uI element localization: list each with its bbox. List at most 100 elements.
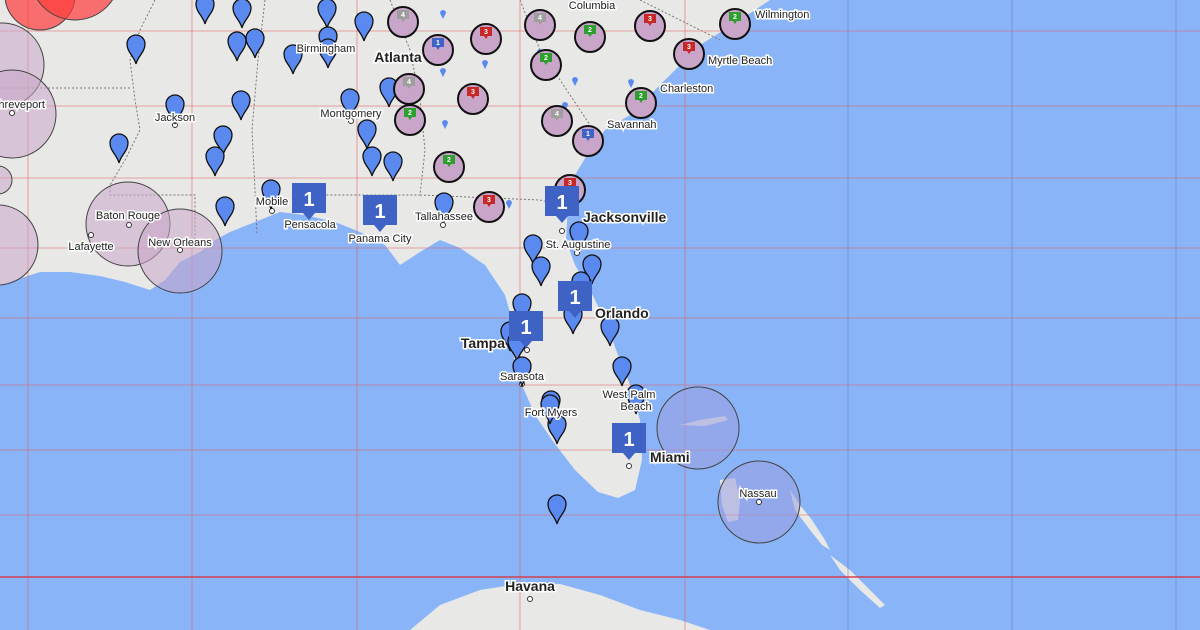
small-pin-icon[interactable] [482,60,488,69]
cluster-count: 3 [648,16,652,23]
cluster-marker[interactable]: 3 [634,10,666,42]
map-pin-icon[interactable] [523,234,543,265]
city-label: West Palm [603,389,656,401]
cluster-marker[interactable]: 3 [470,23,502,55]
cluster-marker[interactable]: 2 [574,21,606,53]
cluster-marker[interactable]: 1 [572,125,604,157]
map-pin-icon[interactable] [245,28,265,59]
small-pin-icon[interactable] [628,79,634,88]
cluster-count: 2 [408,110,412,117]
square-marker-shape [545,186,579,223]
map-pin-icon[interactable] [512,356,532,387]
cluster-flag-icon [582,129,594,141]
cluster-count: 1 [436,40,440,47]
city-label: Charleston [660,83,713,95]
cluster-count: 3 [487,197,491,204]
map-pin-icon[interactable] [626,384,646,415]
mainland [0,0,770,498]
city-label: Beach [620,401,651,413]
radius-circle[interactable] [0,165,13,195]
map-pin-icon[interactable] [283,44,303,75]
map-pin-icon[interactable] [227,31,247,62]
map-pin-icon[interactable] [600,316,620,347]
city-label: Havana [505,578,555,594]
small-pin-icon[interactable] [572,77,578,86]
cluster-marker[interactable]: 2 [433,151,465,183]
cluster-flag-icon [683,42,695,54]
map-pin-icon[interactable] [126,34,146,65]
cluster-marker[interactable]: 3 [673,38,705,70]
map-pin-icon[interactable] [232,0,252,29]
map-pin-icon[interactable] [612,356,632,387]
small-pin-icon[interactable] [562,102,568,111]
city-labels: Atlanta Birmingham Columbia Wilmington Myrtl… [0,0,811,596]
cluster-flag-icon [483,195,495,207]
bahamas-exuma [830,555,885,608]
map-pin-icon[interactable] [215,196,235,227]
radius-circle[interactable] [0,204,39,286]
map-pin-icon[interactable] [354,11,374,42]
radius-circle[interactable] [0,69,57,159]
map-pin-icon[interactable] [205,146,225,177]
cluster-marker[interactable]: 4 [393,73,425,105]
city-label: Jackson [155,112,195,124]
cluster-count: 4 [407,79,411,86]
cluster-flag-icon [432,38,444,50]
map-pin-icon[interactable] [231,90,251,121]
city-dot [527,596,533,602]
map-pin-icon[interactable] [531,256,551,287]
city-label: Columbia [569,0,616,12]
city-label: Shreveport [0,99,45,111]
cluster-marker[interactable]: 4 [387,6,419,38]
square-count-marker[interactable]: 1 [558,281,592,318]
map-pin-icon[interactable] [569,221,589,252]
map-pin-icon[interactable] [317,0,337,29]
cluster-flag-icon [540,53,552,65]
map-pin-icon[interactable] [582,254,602,285]
cluster-marker[interactable]: 3 [457,83,489,115]
map-pin-icon[interactable] [383,151,403,182]
square-count-marker[interactable]: 1 [545,186,579,223]
cluster-marker[interactable]: 3 [473,191,505,223]
cluster-marker[interactable]: 1 [422,34,454,66]
radius-circle[interactable] [30,0,120,21]
map-pin-icon[interactable] [547,414,567,445]
map-pin-icon[interactable] [109,133,129,164]
cluster-marker[interactable]: 4 [541,105,573,137]
map-pin-icon[interactable] [357,119,377,150]
cluster-count: 4 [401,12,405,19]
cluster-marker[interactable]: 2 [625,87,657,119]
square-count-marker[interactable]: 1 [363,195,397,232]
map-pin-icon[interactable] [362,146,382,177]
square-count-marker[interactable]: 1 [509,311,543,348]
cluster-marker[interactable]: 2 [719,8,751,40]
city-label: Tampa [461,335,505,351]
city-label: Jacksonville [583,209,666,225]
map-pin-icon[interactable] [340,88,360,119]
square-marker-count: 1 [556,192,567,214]
city-dot [348,118,354,124]
map-pin-icon[interactable] [195,0,215,25]
cluster-marker[interactable]: 2 [530,49,562,81]
map-pin-icon[interactable] [165,94,185,125]
square-marker-shape [363,195,397,232]
square-count-marker[interactable]: 1 [292,183,326,220]
small-pin-icon[interactable] [442,120,448,129]
small-pin-icon[interactable] [440,68,446,77]
cluster-marker[interactable]: 4 [524,9,556,41]
city-label: Sarasota [500,371,545,383]
cluster-marker[interactable]: 2 [394,104,426,136]
map-pin-icon[interactable] [547,494,567,525]
cluster-count: 3 [471,89,475,96]
map-pin-icon[interactable] [261,179,281,210]
map-pin-icon[interactable] [213,125,233,156]
city-dot [377,236,383,242]
map-pin-icon[interactable] [540,394,560,425]
map-pin-icon[interactable] [318,38,338,69]
radius-circle[interactable] [656,386,740,470]
map-pin-icon[interactable] [434,192,454,223]
small-pin-icon[interactable] [506,200,512,209]
small-pin-icon[interactable] [440,10,446,19]
square-count-marker[interactable]: 1 [612,423,646,460]
